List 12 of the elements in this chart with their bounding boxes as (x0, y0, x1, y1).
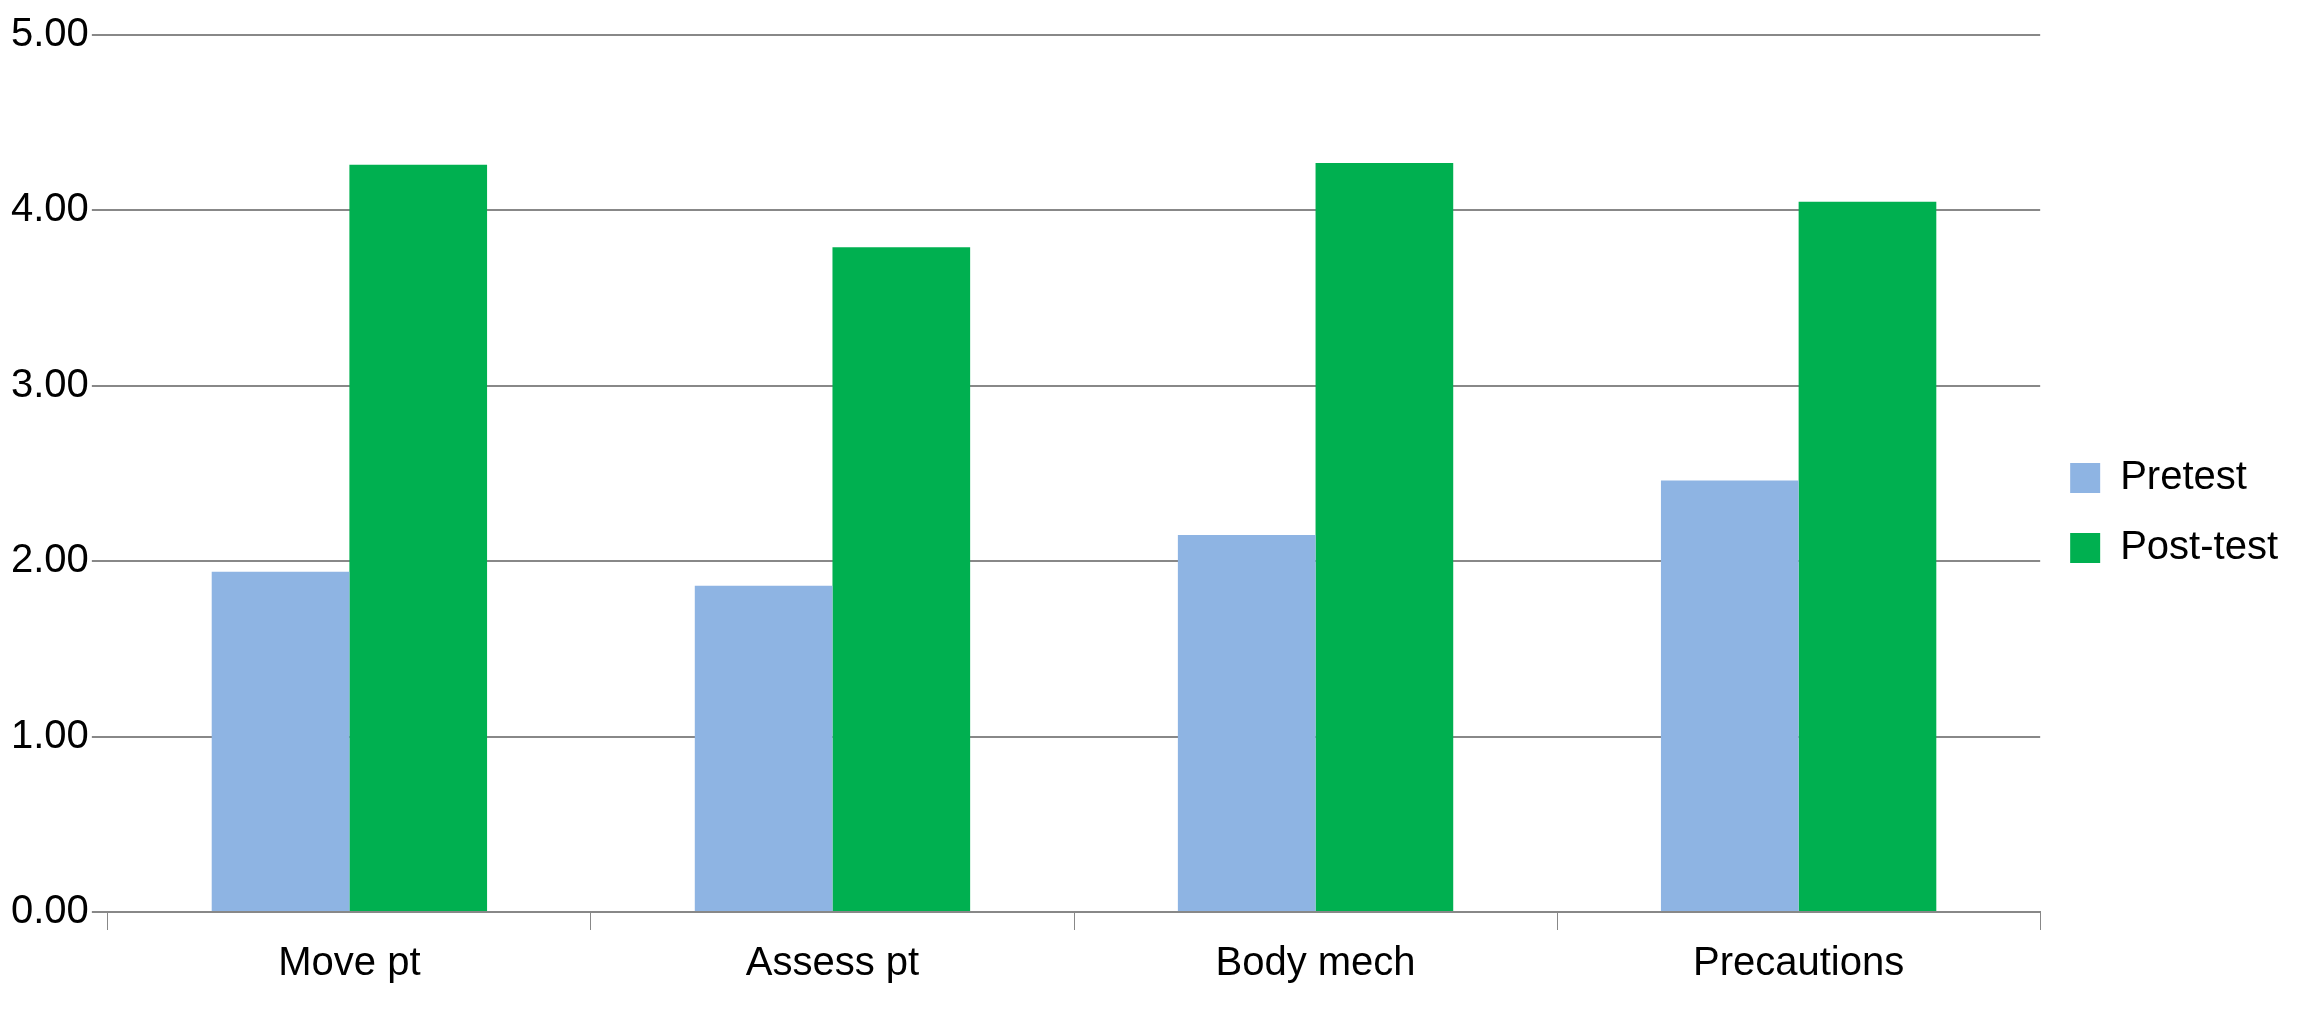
y-tick-label: 2.00 (10, 536, 89, 581)
y-tick-label: 1.00 (10, 711, 89, 756)
y-tick-label: 4.00 (10, 185, 89, 230)
x-tick-label: Assess pt (745, 939, 920, 984)
y-tick-label: 5.00 (10, 10, 89, 55)
y-tick-label: 3.00 (10, 360, 89, 405)
x-tick-label: Precautions (1693, 939, 1905, 984)
y-tick-label: 0.00 (10, 887, 89, 932)
x-tick-label: Body mech (1215, 939, 1416, 984)
legend-label: Post-test (2120, 523, 2279, 568)
legend-label: Pretest (2120, 453, 2247, 498)
x-tick-label: Move pt (278, 939, 421, 984)
